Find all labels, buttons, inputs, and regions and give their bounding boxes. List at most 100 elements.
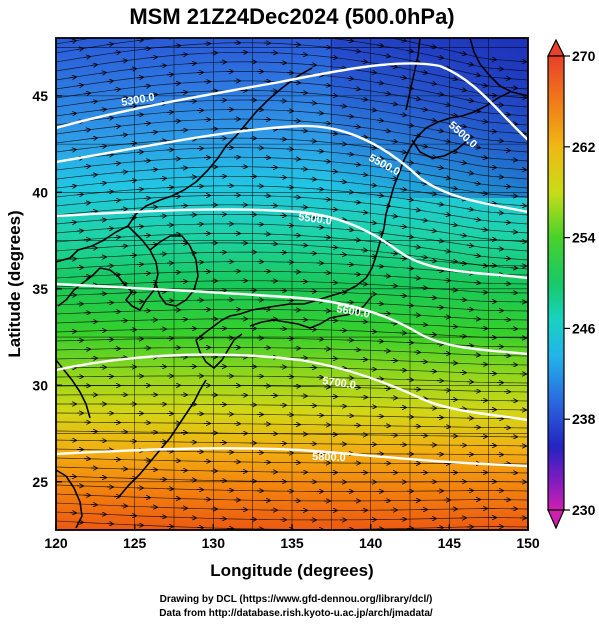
wind-arrow (106, 118, 113, 119)
wind-arrow (346, 230, 353, 231)
wind-arrow (323, 85, 330, 86)
coastlines (56, 38, 528, 529)
wind-arrow (420, 109, 427, 110)
wind-arrow (443, 141, 450, 142)
wind-arrow (136, 77, 143, 78)
wind-arrow (143, 123, 150, 124)
x-tick-label: 125 (123, 535, 147, 551)
wind-arrow (143, 48, 150, 49)
wind-arrow (390, 66, 397, 67)
figure-title: MSM 21Z24Dec2024 (500.0hPa) (129, 4, 454, 29)
wind-arrow (376, 120, 383, 121)
wind-arrow (76, 194, 83, 195)
wind-arrow (136, 114, 143, 115)
wind-arrow (390, 253, 397, 254)
contour-label-5800: 5800.0 (312, 451, 346, 464)
wind-arrow (383, 130, 390, 131)
wind-arrow (69, 41, 76, 42)
wind-arrow (450, 188, 457, 189)
streamline (56, 251, 528, 267)
x-tick-label: 150 (516, 535, 540, 551)
streamline (56, 38, 528, 63)
streamline (56, 439, 528, 447)
wind-arrow (436, 57, 443, 58)
wind-arrow (376, 45, 383, 46)
wind-arrow (339, 106, 346, 107)
wind-arrow (309, 103, 316, 104)
wind-arrow (150, 94, 157, 95)
wind-arrow (459, 235, 466, 236)
wind-arrow (459, 263, 466, 264)
wind-arrow (340, 30, 346, 31)
streamline (56, 99, 528, 135)
wind-arrow (136, 152, 143, 153)
map-plot-area: 5300.0 5500.0 5500.0 5600.0 5700.0 5800.… (56, 30, 528, 530)
y-tick-label: 35 (32, 281, 48, 297)
wind-arrow (420, 146, 427, 147)
wind-arrow (99, 109, 106, 110)
wind-arrow (90, 138, 97, 139)
y-tick-label: 45 (32, 88, 48, 104)
contour-label-5500: 5500.0 (298, 211, 333, 228)
x-tick-label: 135 (280, 535, 304, 551)
wind-arrow (143, 86, 150, 87)
wind-arrow (330, 133, 337, 134)
y-tick-label: 30 (32, 377, 48, 393)
wind-arrow (443, 104, 450, 105)
wind-arrow (360, 212, 367, 213)
wind-arrow (466, 245, 473, 246)
streamline (56, 289, 528, 303)
height-contours (56, 62, 528, 468)
wind-arrow (106, 191, 113, 192)
wind-arrow (120, 135, 127, 136)
wind-arrow (360, 137, 367, 138)
streamline (56, 213, 528, 243)
wind-arrow (459, 126, 466, 127)
wind-arrow (450, 224, 457, 225)
wind-arrow (83, 57, 90, 58)
wind-arrow (339, 68, 346, 69)
x-tick-label: 130 (202, 535, 226, 551)
wind-arrow (360, 174, 367, 175)
wind-arrow (466, 64, 473, 65)
wind-arrow (90, 65, 97, 66)
wind-arrow (129, 106, 136, 107)
streamline (56, 328, 528, 339)
wind-arrow (159, 66, 166, 67)
wind-arrow (399, 226, 406, 227)
x-tick-label: 140 (359, 535, 383, 551)
wind-arrow (480, 229, 487, 230)
wind-arrow (383, 168, 390, 169)
wind-arrow (323, 161, 330, 162)
contour-5400 (56, 124, 528, 214)
contour-label-5600: 5600.0 (335, 303, 370, 321)
wind-arrow (413, 247, 420, 248)
streamline (56, 175, 528, 207)
wind-arrow (420, 257, 427, 258)
wind-arrow (353, 51, 360, 52)
y-axis: 25 30 35 40 45 (32, 88, 62, 490)
wind-arrow (420, 220, 427, 221)
wind-arrow (150, 57, 157, 58)
x-axis-label: Longitude (degrees) (210, 561, 373, 580)
wind-arrow (346, 78, 353, 79)
wind-arrow (353, 240, 360, 241)
wind-arrow (429, 230, 436, 231)
wind-arrow (473, 147, 480, 148)
wind-arrow (399, 114, 406, 115)
wind-arrow (346, 116, 353, 117)
wind-arrow (369, 185, 376, 186)
wind-arrow (480, 193, 487, 194)
y-tick-label: 40 (32, 184, 48, 200)
wind-arrow (436, 130, 443, 131)
wind-arrow (99, 73, 106, 74)
wind-arrow (83, 93, 90, 94)
wind-arrow (390, 141, 397, 142)
wind-arrow (130, 31, 136, 32)
wind-arrow (360, 250, 367, 251)
x-axis: 120 125 130 135 140 145 150 (44, 524, 540, 551)
wind-arrow (429, 120, 436, 121)
contour-5700 (56, 353, 528, 422)
wind-arrow (69, 77, 76, 78)
wind-arrow (346, 154, 353, 155)
